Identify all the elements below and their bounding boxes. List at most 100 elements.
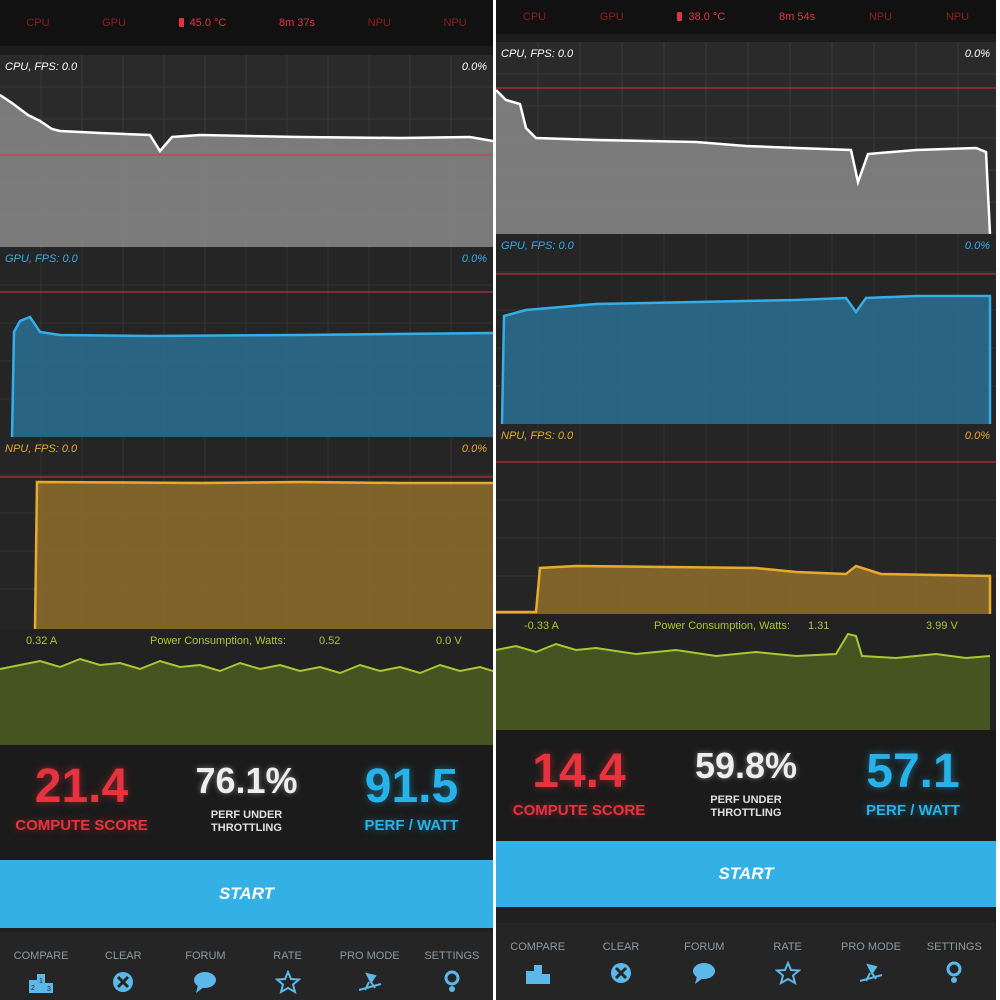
clear-x-icon — [113, 972, 134, 992]
cpu-percent: 0.0% — [461, 61, 487, 73]
screen-left: CPU GPU 45.0 °C 8m 37s NPU NPU CPU, FPS:… — [0, 0, 493, 1000]
svg-text:1: 1 — [39, 978, 43, 985]
status-npu-2: NPU — [945, 11, 970, 23]
score-panel: 21.4 COMPUTE SCORE 76.1% PERF UNDER THROT… — [0, 745, 493, 860]
gpu-percent: 0.0% — [461, 253, 487, 265]
npu-percent: 0.0% — [964, 430, 990, 442]
compute-score: 21.4 COMPUTE SCORE — [0, 760, 163, 835]
nav-pro-mode[interactable]: PRO MODE — [831, 923, 911, 1000]
cpu-fps-label: CPU, FPS: 0.0 — [5, 61, 78, 73]
settings-gear-icon — [444, 970, 460, 992]
power-title: Power Consumption, Watts: — [654, 620, 790, 632]
power-graph-panel: 0.32 A Power Consumption, Watts: 0.52 0.… — [0, 629, 493, 745]
status-elapsed-time: 8m 37s — [278, 17, 316, 29]
gpu-graph — [0, 247, 493, 437]
status-temperature: 45.0 °C — [178, 17, 226, 29]
gpu-fps-label: GPU, FPS: 0.0 — [5, 253, 78, 265]
status-gpu: GPU — [599, 11, 624, 23]
npu-graph-panel: NPU, FPS: 0.0 0.0% — [0, 437, 493, 629]
score-panel: 14.4 COMPUTE SCORE 59.8% PERF UNDER THROT… — [496, 730, 996, 841]
nav-clear[interactable]: CLEAR — [84, 932, 163, 1000]
compute-score-value: 21.4 — [34, 760, 129, 813]
cpu-percent: 0.0% — [964, 48, 990, 60]
perf-per-watt-label: PERF / WATT — [866, 802, 960, 819]
status-bar: CPU GPU 38.0 °C 8m 54s NPU NPU — [496, 0, 996, 34]
bottom-nav: COMPARE CLEAR FORUM RATE PRO MODE SETTIN… — [496, 923, 996, 1000]
npu-graph-panel: NPU, FPS: 0.0 0.0% — [496, 424, 996, 614]
divider — [496, 907, 996, 923]
speech-bubble-icon — [693, 963, 716, 984]
power-current: -0.33 A — [524, 620, 559, 632]
status-bar: CPU GPU 45.0 °C 8m 37s NPU NPU — [0, 0, 493, 46]
status-npu: NPU — [868, 11, 893, 23]
nav-settings[interactable]: SETTINGS — [914, 923, 994, 1000]
compute-score: 14.4 COMPUTE SCORE — [496, 745, 662, 820]
cpu-graph-panel: CPU, FPS: 0.0 0.0% — [0, 55, 493, 247]
nav-settings[interactable]: SETTINGS — [412, 932, 491, 1000]
clear-x-icon — [610, 963, 631, 983]
settings-gear-icon — [946, 961, 962, 983]
power-graph — [0, 629, 493, 745]
npu-percent: 0.0% — [461, 443, 487, 455]
npu-fps-label: NPU, FPS: 0.0 — [5, 443, 78, 455]
svg-text:3: 3 — [47, 986, 51, 993]
power-voltage: 0.0 V — [436, 635, 462, 647]
npu-graph — [0, 437, 493, 629]
start-button[interactable]: START — [496, 841, 996, 907]
power-voltage: 3.99 V — [926, 620, 958, 632]
throttling-label: PERF UNDER THROTTLING — [710, 794, 782, 819]
perf-per-watt-value: 57.1 — [866, 745, 960, 798]
cpu-graph — [0, 55, 493, 247]
power-watts: 1.31 — [808, 620, 830, 632]
npu-graph — [496, 424, 996, 614]
status-npu: NPU — [367, 17, 391, 29]
speech-bubble-icon — [194, 972, 217, 993]
power-graph — [496, 614, 996, 730]
nav-rate[interactable]: RATE — [748, 923, 828, 1000]
perf-per-watt: 91.5 PERF / WATT — [330, 760, 493, 835]
throttling-value: 76.1% — [195, 760, 298, 801]
podium-icon: 213 — [29, 974, 54, 993]
gpu-percent: 0.0% — [964, 240, 990, 252]
perf-per-watt-value: 91.5 — [364, 760, 459, 813]
compute-score-label: COMPUTE SCORE — [512, 802, 646, 819]
throttling-score: 59.8% PERF UNDER THROTTLING — [663, 748, 829, 820]
nav-compare[interactable]: COMPARE — [498, 923, 578, 1000]
status-cpu: CPU — [522, 11, 547, 23]
star-icon — [274, 970, 301, 994]
nav-clear[interactable]: CLEAR — [581, 923, 661, 1000]
nav-rate[interactable]: RATE — [248, 932, 327, 1000]
thermometer-icon — [178, 18, 184, 27]
throttling-value: 59.8% — [694, 745, 798, 786]
power-watts: 0.52 — [319, 635, 341, 647]
start-button[interactable]: START — [0, 860, 493, 928]
witch-icon — [358, 972, 381, 991]
screen-right: CPU GPU 38.0 °C 8m 54s NPU NPU CPU, FPS:… — [496, 0, 996, 1000]
status-npu-2: NPU — [443, 17, 467, 29]
power-graph-panel: -0.33 A Power Consumption, Watts: 1.31 3… — [496, 614, 996, 730]
star-icon — [774, 961, 801, 985]
svg-text:2: 2 — [31, 985, 35, 992]
gpu-graph-panel: GPU, FPS: 0.0 0.0% — [496, 234, 996, 424]
nav-forum[interactable]: FORUM — [166, 932, 245, 1000]
witch-icon — [859, 963, 883, 982]
nav-pro-mode[interactable]: PRO MODE — [330, 932, 409, 1000]
throttling-score: 76.1% PERF UNDER THROTTLING — [165, 763, 328, 835]
compute-score-label: COMPUTE SCORE — [15, 817, 148, 834]
perf-per-watt-label: PERF / WATT — [364, 817, 459, 834]
cpu-fps-label: CPU, FPS: 0.0 — [501, 48, 574, 60]
status-elapsed-time: 8m 54s — [779, 11, 816, 23]
status-temperature: 38.0 °C — [677, 11, 725, 23]
gpu-fps-label: GPU, FPS: 0.0 — [501, 240, 574, 252]
power-current: 0.32 A — [26, 635, 58, 647]
gpu-graph — [496, 234, 996, 424]
compute-score-value: 14.4 — [532, 745, 626, 798]
power-title: Power Consumption, Watts: — [150, 635, 286, 647]
cpu-graph-panel: CPU, FPS: 0.0 0.0% — [496, 42, 996, 234]
thermometer-icon — [677, 12, 683, 21]
nav-forum[interactable]: FORUM — [664, 923, 744, 1000]
status-cpu: CPU — [26, 17, 50, 29]
npu-fps-label: NPU, FPS: 0.0 — [501, 430, 574, 442]
